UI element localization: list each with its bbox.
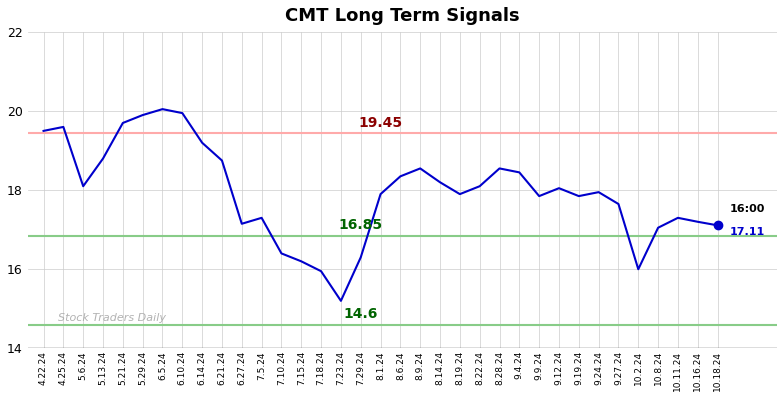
Text: 19.45: 19.45 — [358, 116, 403, 130]
Text: Stock Traders Daily: Stock Traders Daily — [58, 313, 165, 323]
Text: 16:00: 16:00 — [729, 203, 765, 213]
Text: 14.6: 14.6 — [343, 307, 378, 321]
Title: CMT Long Term Signals: CMT Long Term Signals — [285, 7, 520, 25]
Text: 16.85: 16.85 — [339, 218, 383, 232]
Text: 17.11: 17.11 — [729, 227, 764, 237]
